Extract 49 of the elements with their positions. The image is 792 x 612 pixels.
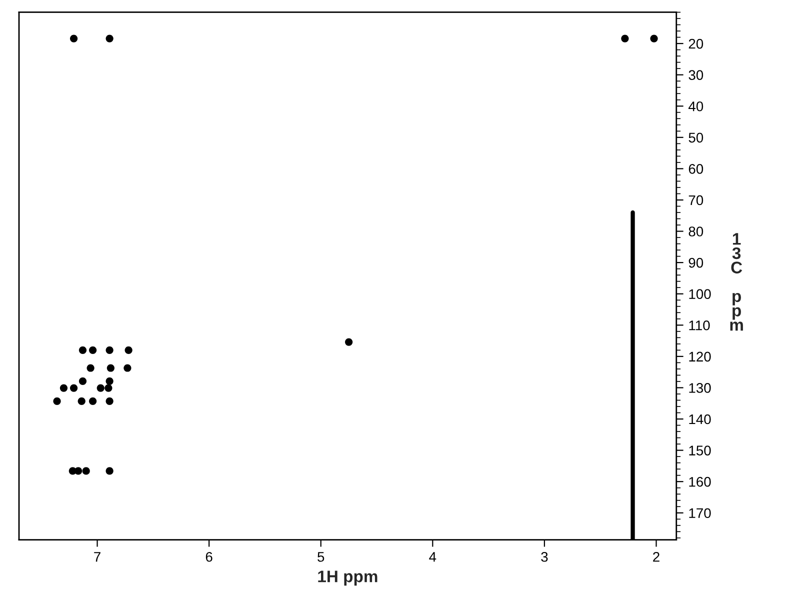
point bbox=[106, 34, 114, 42]
point bbox=[86, 364, 94, 372]
x-tick-label: 7 bbox=[94, 552, 100, 562]
point bbox=[124, 364, 132, 372]
point bbox=[106, 346, 114, 354]
point bbox=[96, 384, 104, 392]
point bbox=[650, 34, 658, 42]
y-tick-label: 60 bbox=[688, 164, 704, 174]
point bbox=[70, 384, 78, 392]
y-tick-label: 40 bbox=[688, 101, 704, 112]
point bbox=[70, 34, 78, 42]
y-tick-label: 20 bbox=[688, 38, 704, 49]
point bbox=[124, 346, 132, 354]
point bbox=[88, 397, 97, 405]
x-tick-label: 6 bbox=[206, 552, 212, 562]
point bbox=[106, 467, 114, 475]
point bbox=[53, 397, 61, 405]
point bbox=[60, 384, 68, 392]
point bbox=[106, 397, 114, 405]
y-tick-label: 170 bbox=[689, 508, 711, 518]
x-tick-label: 4 bbox=[429, 552, 436, 562]
y-tick-label: 30 bbox=[688, 70, 704, 80]
x-tick-label: 5 bbox=[318, 552, 324, 562]
y-tick-label: 130 bbox=[689, 383, 711, 393]
y-tick-label: 160 bbox=[689, 476, 711, 487]
point bbox=[106, 364, 114, 372]
y-tick-label: 150 bbox=[689, 446, 711, 456]
y-tick-label: 70 bbox=[688, 195, 704, 206]
point bbox=[104, 384, 112, 392]
point bbox=[78, 377, 87, 385]
y-tick-label: 80 bbox=[688, 226, 704, 236]
x-tick-label: 2 bbox=[653, 552, 660, 562]
y-tick-label: 110 bbox=[689, 320, 710, 330]
y-tick-label: 90 bbox=[688, 258, 704, 268]
point bbox=[106, 377, 114, 385]
point bbox=[74, 467, 82, 475]
point bbox=[78, 397, 86, 405]
point bbox=[345, 338, 353, 346]
x-axis-title: 1H ppm bbox=[318, 570, 378, 586]
y-tick-label: 140 bbox=[689, 414, 711, 424]
y-axis-title: 13C ppm bbox=[730, 233, 743, 331]
point bbox=[78, 346, 87, 354]
x-tick-label: 3 bbox=[541, 552, 548, 562]
y-tick-label: 120 bbox=[689, 352, 711, 362]
y-tick-label: 100 bbox=[689, 289, 711, 300]
point bbox=[621, 34, 629, 42]
y-tick-label: 50 bbox=[688, 132, 704, 143]
point bbox=[82, 467, 90, 475]
point bbox=[88, 346, 97, 354]
